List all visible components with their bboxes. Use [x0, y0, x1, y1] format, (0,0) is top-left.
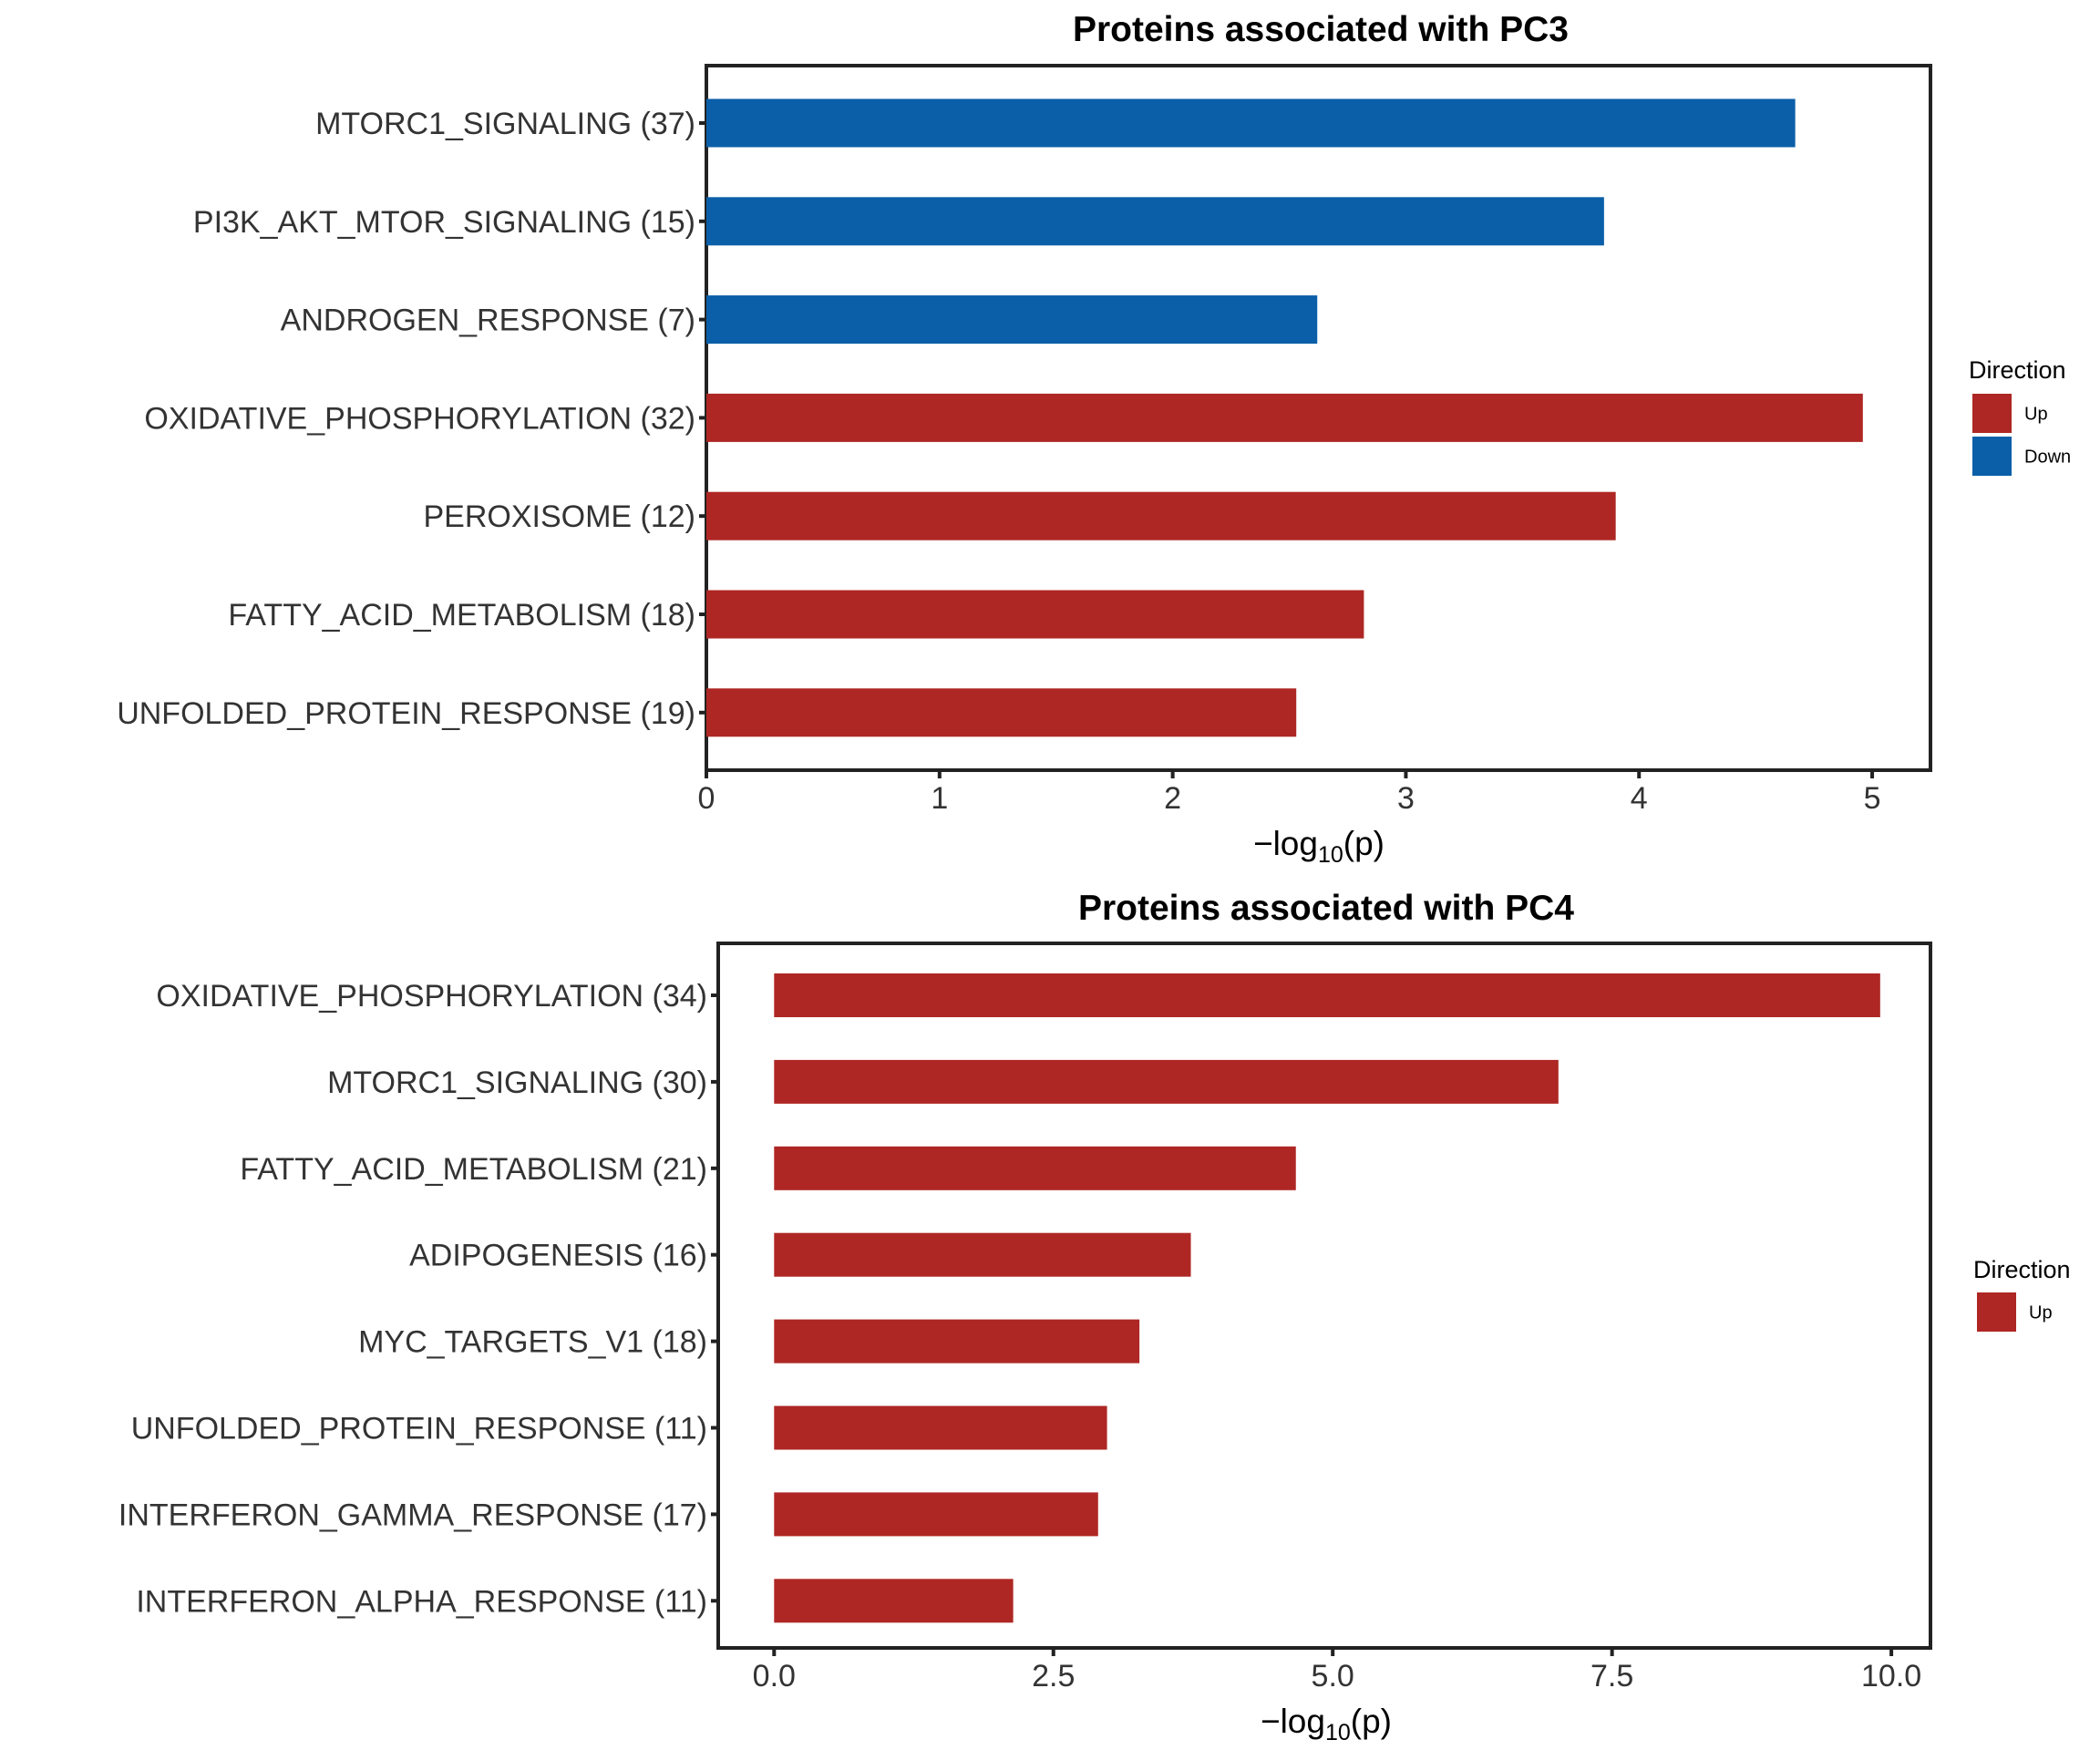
legend: Direction Up Down	[1969, 356, 2071, 476]
x-tick-label: 1	[931, 781, 948, 816]
legend-swatch	[1977, 1292, 2016, 1332]
bar	[774, 973, 1880, 1017]
x-axis-title: −log10(p)	[1261, 1703, 1392, 1745]
bar	[706, 688, 1297, 737]
category-label: FATTY_ACID_METABOLISM (21)	[240, 1152, 707, 1187]
x-axis-title: −log10(p)	[1253, 825, 1385, 868]
category-label: PI3K_AKT_MTOR_SIGNALING (15)	[193, 205, 695, 240]
category-label: PEROXISOME (12)	[423, 499, 695, 534]
category-label: UNFOLDED_PROTEIN_RESPONSE (11)	[131, 1412, 707, 1446]
category-label: MTORC1_SIGNALING (30)	[327, 1065, 707, 1100]
x-tick-label: 4	[1631, 781, 1648, 816]
category-label: ADIPOGENESIS (16)	[409, 1239, 707, 1273]
chart-panel-pc3: Proteins associated with PC3 MTORC1_SIGN…	[117, 10, 2071, 868]
legend-label: Up	[2024, 405, 2048, 425]
bar-group	[706, 98, 1863, 737]
legend-swatch	[1972, 394, 2012, 433]
x-tick-label: 0	[698, 781, 715, 816]
x-tick-label: 0.0	[753, 1659, 796, 1693]
plot-border	[716, 942, 1932, 1650]
legend-label: Down	[2024, 448, 2071, 468]
category-label: OXIDATIVE_PHOSPHORYLATION (34)	[156, 979, 707, 1014]
category-labels: MTORC1_SIGNALING (37) PI3K_AKT_MTOR_SIGNA…	[117, 107, 706, 731]
bar-group	[774, 973, 1880, 1623]
legend-swatch	[1972, 437, 2012, 476]
x-tick-label: 7.5	[1590, 1659, 1633, 1693]
category-label: MYC_TARGETS_V1 (18)	[358, 1325, 707, 1360]
x-tick-label: 5.0	[1312, 1659, 1354, 1693]
legend-items: Up Down	[1972, 394, 2071, 476]
bar	[706, 590, 1364, 639]
bar	[706, 295, 1318, 345]
bar	[774, 1579, 1014, 1623]
category-label: INTERFERON_ALPHA_RESPONSE (11)	[136, 1584, 707, 1619]
x-tick-label: 5	[1864, 781, 1881, 816]
bar	[706, 491, 1616, 540]
legend-label: Up	[2029, 1303, 2053, 1323]
category-label: INTERFERON_GAMMA_RESPONSE (17)	[118, 1498, 707, 1532]
bar	[774, 1492, 1098, 1537]
legend-title: Direction	[1973, 1256, 2071, 1283]
legend-title: Direction	[1969, 356, 2066, 384]
bar	[706, 393, 1863, 442]
category-label: MTORC1_SIGNALING (37)	[315, 107, 695, 141]
legend: Direction Up	[1973, 1256, 2071, 1332]
chart-panel-pc4: Proteins associated with PC4 OXIDATIVE_P…	[118, 889, 2071, 1745]
category-label: ANDROGEN_RESPONSE (7)	[281, 304, 695, 338]
bar	[706, 98, 1796, 148]
x-tick-label: 3	[1397, 781, 1415, 816]
x-tick-label: 2.5	[1032, 1659, 1075, 1693]
category-labels: OXIDATIVE_PHOSPHORYLATION (34) MTORC1_SIG…	[118, 979, 718, 1619]
x-tick-label: 2	[1164, 781, 1181, 816]
chart-title: Proteins associated with PC4	[1078, 889, 1574, 928]
bar	[774, 1232, 1191, 1277]
category-label: OXIDATIVE_PHOSPHORYLATION (32)	[144, 401, 695, 436]
bar	[774, 1319, 1140, 1364]
x-axis-ticks: 0.0 2.5 5.0 7.5 10.0	[753, 1648, 1921, 1693]
bar	[774, 1146, 1296, 1190]
bar	[774, 1059, 1559, 1104]
x-axis-ticks: 0 1 2 3 4 5	[698, 770, 1881, 816]
category-label: UNFOLDED_PROTEIN_RESPONSE (19)	[117, 696, 695, 731]
category-label: FATTY_ACID_METABOLISM (18)	[228, 598, 695, 633]
chart-title: Proteins associated with PC3	[1073, 10, 1569, 49]
bar	[774, 1405, 1107, 1450]
x-tick-label: 10.0	[1861, 1659, 1921, 1693]
bar	[706, 197, 1604, 246]
legend-items: Up	[1977, 1292, 2053, 1332]
